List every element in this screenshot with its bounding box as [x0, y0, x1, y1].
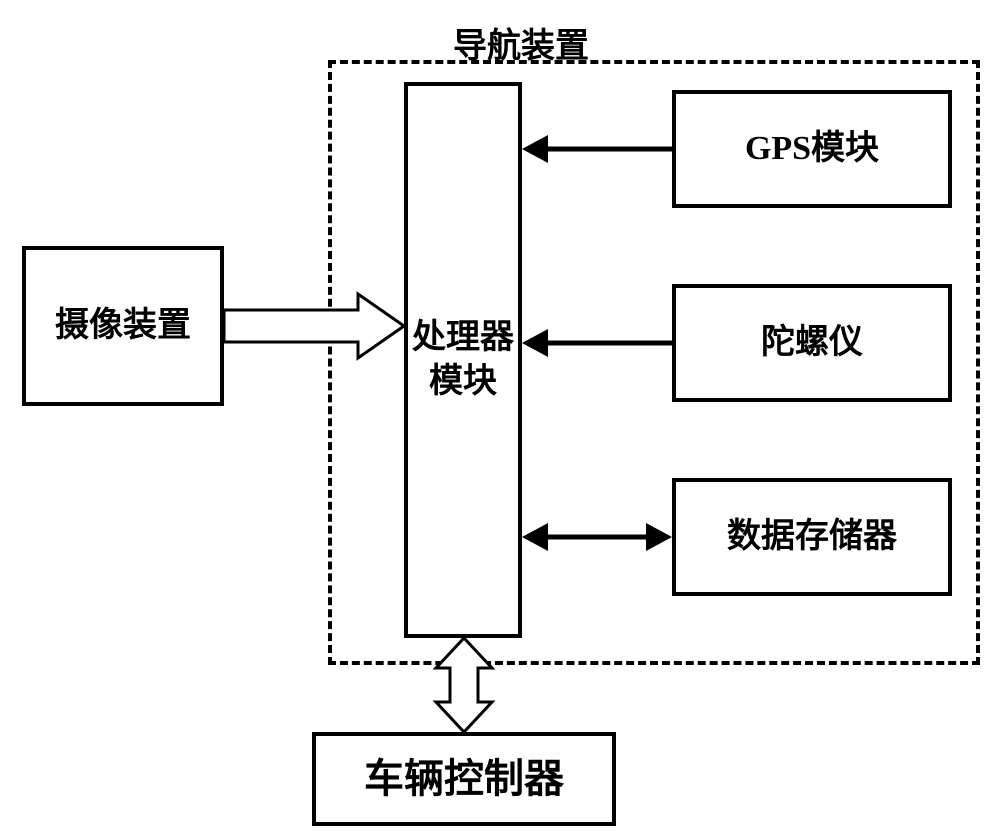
processor-module-box: 处理器 模块 [404, 82, 522, 638]
gyroscope-box: 陀螺仪 [672, 284, 952, 402]
vehicle-controller-box: 车辆控制器 [312, 732, 616, 826]
camera-device-label: 摄像装置 [55, 304, 191, 348]
processor-module-label: 处理器 模块 [412, 316, 514, 404]
camera-device-box: 摄像装置 [22, 246, 224, 406]
data-storage-label: 数据存储器 [727, 515, 897, 559]
data-storage-box: 数据存储器 [672, 478, 952, 596]
gyroscope-label: 陀螺仪 [761, 321, 863, 365]
navigation-group-title: 导航装置 [453, 18, 589, 67]
diagram-canvas: 导航装置 摄像装置 处理器 模块 GPS模块 陀螺仪 数据存储器 车辆控制器 [0, 0, 1000, 838]
vehicle-controller-label: 车辆控制器 [364, 753, 564, 805]
gps-module-box: GPS模块 [672, 90, 952, 208]
gps-module-label: GPS模块 [745, 127, 879, 171]
